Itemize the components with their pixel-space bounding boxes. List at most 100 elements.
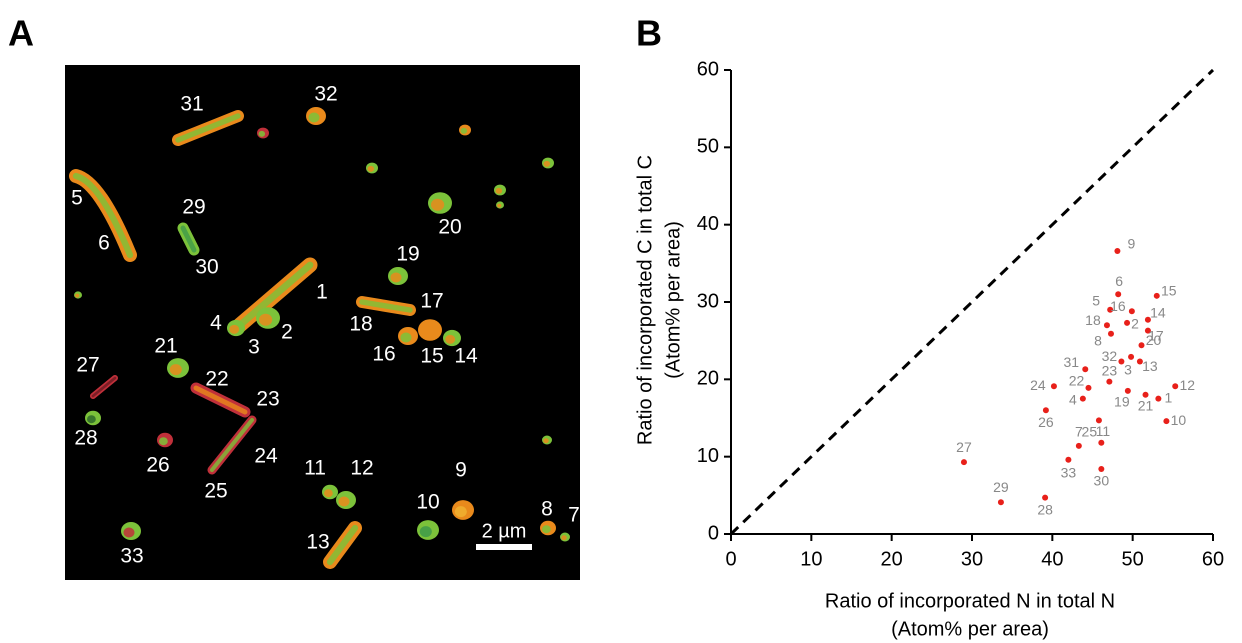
cell — [91, 376, 117, 398]
point — [1118, 358, 1125, 365]
cell — [324, 489, 333, 498]
x-tick-label: 50 — [1122, 548, 1144, 570]
point — [1114, 247, 1121, 254]
point — [1098, 466, 1105, 473]
point — [1142, 391, 1149, 398]
cell-label: 1 — [316, 281, 328, 304]
cell — [87, 415, 96, 424]
point — [1082, 366, 1089, 373]
point-label: 22 — [1069, 373, 1085, 389]
point-label: 5 — [1092, 292, 1100, 308]
cell — [72, 172, 134, 259]
micrograph — [65, 65, 580, 580]
x-tick-label: 0 — [725, 548, 736, 570]
cell-label: 19 — [396, 243, 419, 266]
cell-label: 12 — [350, 457, 373, 480]
x-tick-label: 60 — [1202, 548, 1224, 570]
cell — [460, 127, 468, 134]
y-axis-title: (Atom% per area) — [662, 221, 684, 379]
point — [1095, 417, 1102, 424]
point — [1138, 342, 1145, 349]
cell — [209, 417, 255, 473]
point — [1124, 387, 1131, 394]
y-axis-title: Ratio of incorporated C in total C — [634, 155, 656, 445]
cell-label: 5 — [71, 187, 83, 210]
point — [1065, 456, 1072, 463]
cell — [497, 203, 502, 208]
cell — [561, 535, 567, 541]
cell-label: 11 — [304, 457, 326, 480]
point — [1155, 395, 1162, 402]
cell-label: 28 — [74, 427, 97, 450]
point-label: 18 — [1085, 312, 1101, 328]
cell — [159, 437, 168, 446]
point-label: 23 — [1102, 362, 1118, 378]
point — [1050, 383, 1057, 390]
x-tick-label: 40 — [1041, 548, 1063, 570]
y-tick-label: 10 — [697, 445, 719, 467]
cell-label: 16 — [372, 343, 395, 366]
point-label: 20 — [1146, 332, 1162, 348]
point-label: 30 — [1094, 473, 1110, 489]
cell — [421, 325, 435, 338]
x-tick-label: 20 — [881, 548, 903, 570]
point-label: 16 — [1110, 298, 1126, 314]
point-label: 28 — [1037, 501, 1053, 517]
point-label: 17 — [1148, 327, 1164, 343]
cell — [169, 364, 182, 376]
cell-label: 7 — [568, 504, 580, 527]
x-axis-title: (Atom% per area) — [891, 618, 1049, 640]
cell — [419, 526, 432, 538]
cell-label: 17 — [420, 290, 443, 313]
y-tick-label: 20 — [697, 368, 719, 390]
cell-label: 13 — [306, 531, 329, 554]
point-label: 19 — [1114, 394, 1130, 410]
point — [1128, 308, 1135, 315]
cell-label: 33 — [120, 545, 143, 568]
cell-label: 2 — [281, 321, 293, 344]
x-tick-label: 10 — [800, 548, 822, 570]
cell — [390, 272, 402, 283]
point — [1098, 439, 1105, 446]
cell — [543, 438, 549, 444]
cell-label: 3 — [248, 336, 260, 359]
panel-label: A — [8, 13, 34, 54]
point-label: 4 — [1069, 391, 1077, 407]
point — [1136, 358, 1143, 365]
point-label: 15 — [1161, 283, 1177, 299]
panel-label: B — [636, 13, 662, 54]
point — [997, 499, 1004, 506]
point — [1153, 292, 1160, 299]
reference-line — [729, 68, 1215, 536]
cell — [454, 506, 467, 518]
cell — [236, 261, 314, 329]
cell-label: 20 — [438, 216, 461, 239]
cell-label: 15 — [420, 345, 443, 368]
point-label: 14 — [1150, 304, 1166, 320]
scale-bar-label: 2 µm — [482, 520, 527, 542]
point-label: 11 — [1096, 423, 1111, 439]
cell-label: 6 — [98, 232, 110, 255]
cell-label: 18 — [349, 313, 372, 336]
y-tick-label: 30 — [697, 290, 719, 312]
cell-label: 10 — [416, 491, 439, 514]
point-label: 32 — [1102, 348, 1118, 364]
cell-label: 4 — [210, 312, 222, 335]
point-label: 8 — [1094, 332, 1102, 348]
point-label: 12 — [1179, 377, 1195, 393]
cell — [175, 113, 241, 143]
point-label: 3 — [1124, 362, 1132, 378]
point-label: 1 — [1164, 389, 1172, 405]
cell — [542, 525, 551, 534]
cell — [180, 225, 197, 253]
point — [1107, 306, 1114, 313]
x-tick-label: 30 — [961, 548, 983, 570]
cell — [75, 293, 80, 298]
cell-label: 9 — [455, 459, 467, 482]
point — [1075, 442, 1082, 449]
point — [1144, 316, 1151, 323]
point-label: 7 — [1075, 424, 1083, 440]
point — [1172, 383, 1179, 390]
point-label: 29 — [993, 479, 1009, 495]
cell — [326, 524, 359, 566]
